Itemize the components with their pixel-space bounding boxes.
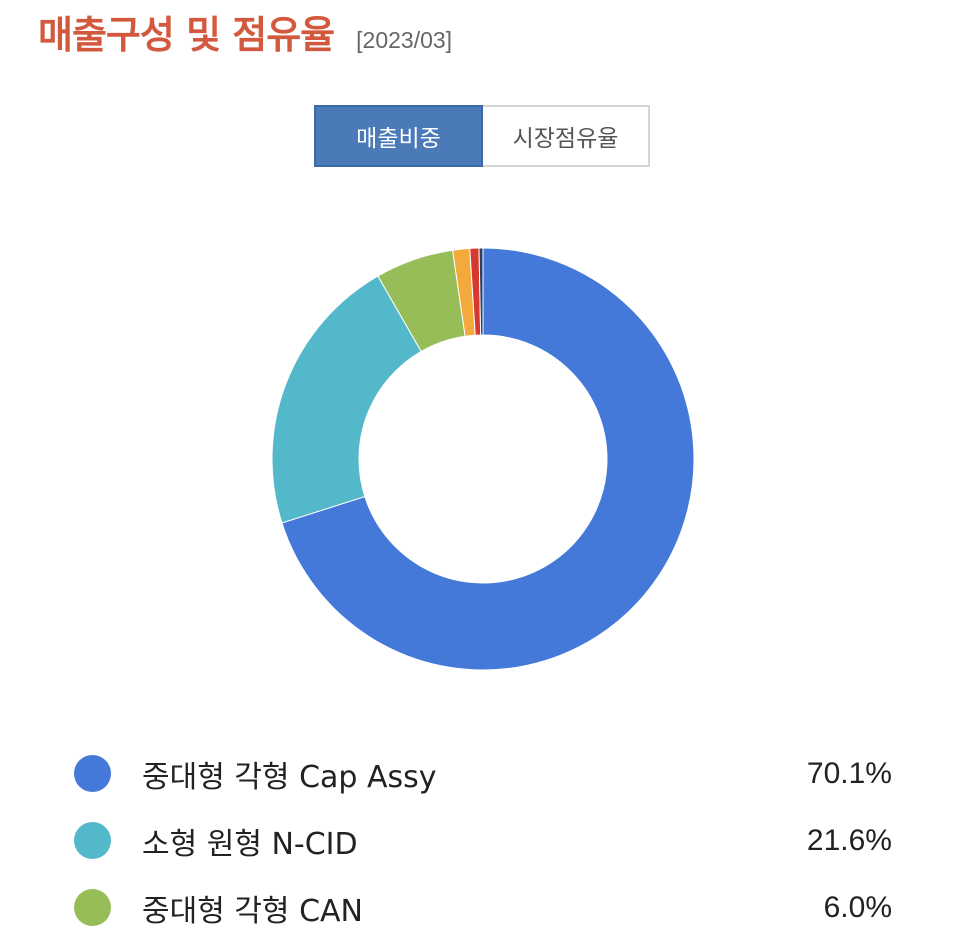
legend-value: 6.0% (823, 890, 892, 924)
legend-item: 중대형 각형 Cap Assy 70.1% (74, 740, 892, 807)
legend-value: 70.1% (806, 756, 892, 790)
donut-slice-0[interactable] (281, 247, 695, 671)
donut-slice-1[interactable] (271, 275, 422, 524)
donut-slice-5[interactable] (478, 247, 484, 336)
legend-label: 소형 원형 N-CID (142, 826, 358, 862)
tab-group: 매출비중 시장점유율 (314, 105, 650, 167)
legend-dot (74, 889, 111, 926)
tab-market-share[interactable]: 시장점유율 (483, 105, 650, 167)
legend-label: 중대형 각형 Cap Assy (142, 759, 437, 795)
date-label: [2023/03] (356, 27, 453, 53)
legend-dot (74, 822, 111, 859)
legend-label: 중대형 각형 CAN (142, 893, 363, 929)
page-title: 매출구성 및 점유율 (38, 13, 335, 57)
legend-item: 소형 원형 N-CID 21.6% (74, 807, 892, 874)
legend-value: 21.6% (806, 823, 892, 857)
legend: 중대형 각형 Cap Assy 70.1% 소형 원형 N-CID 21.6% … (74, 740, 892, 941)
header: 매출구성 및 점유율 [2023/03] (38, 4, 452, 59)
legend-dot (74, 755, 111, 792)
legend-item: 중대형 각형 CAN 6.0% (74, 874, 892, 941)
donut-chart (271, 247, 695, 671)
tab-sales-share[interactable]: 매출비중 (314, 105, 483, 167)
